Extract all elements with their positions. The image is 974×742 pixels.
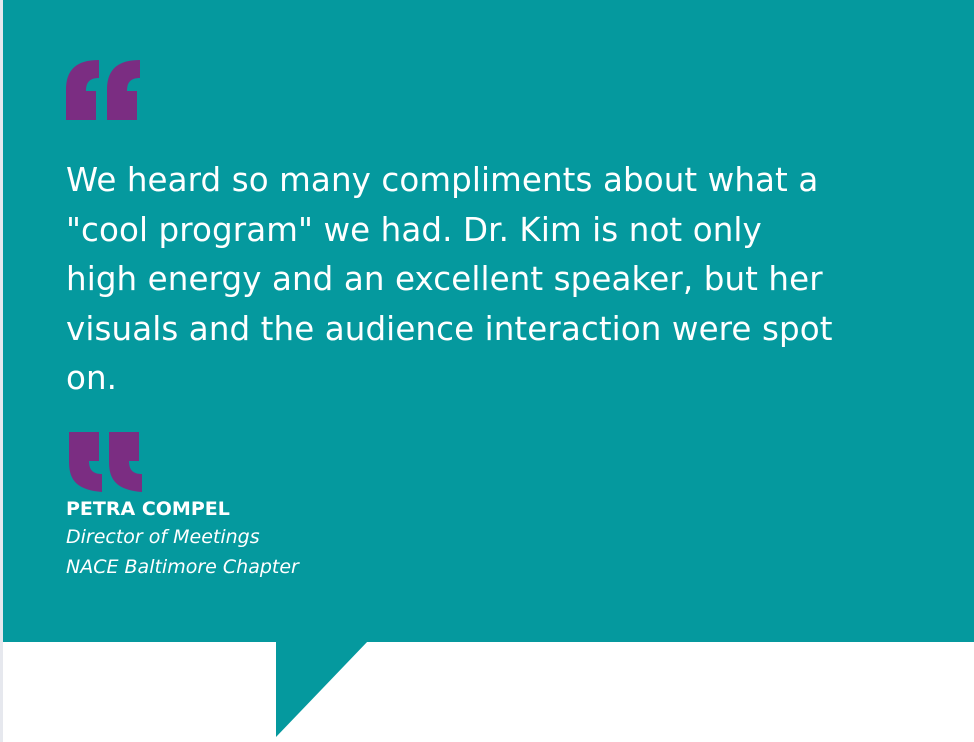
author-title: Director of Meetings (66, 526, 260, 548)
testimonial-quote: We heard so many compliments about what … (66, 156, 946, 404)
open-quote-icon (66, 60, 140, 120)
left-edge (0, 0, 3, 742)
author-name: PETRA COMPEL (66, 498, 230, 520)
quote-line: high energy and an excellent speaker, bu… (66, 260, 823, 298)
close-quote-icon (69, 432, 142, 492)
quote-line: visuals and the audience interaction wer… (66, 309, 833, 348)
author-organization: NACE Baltimore Chapter (66, 556, 299, 578)
quote-line: We heard so many compliments about what … (66, 161, 819, 199)
quote-line: on. (66, 359, 118, 397)
quote-line: "cool program" we had. Dr. Kim is not on… (66, 210, 762, 249)
speech-bubble (3, 0, 974, 642)
